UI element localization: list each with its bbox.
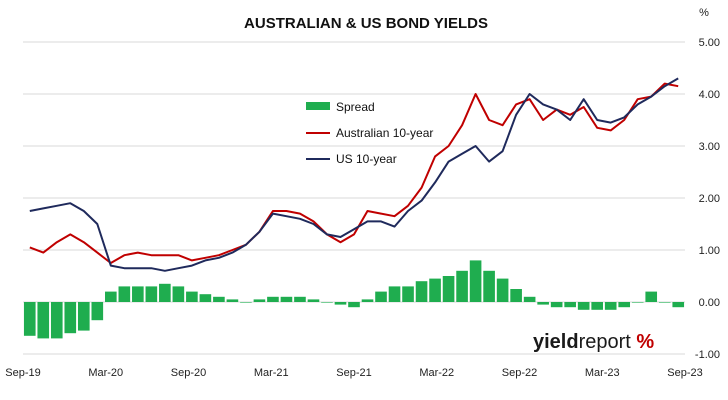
logo-text-percent: % [631, 331, 655, 353]
logo-text-yield: yield [533, 331, 579, 353]
spread-bar [253, 299, 266, 302]
x-tick-label: Mar-21 [254, 367, 289, 379]
chart-title: AUSTRALIAN & US BOND YIELDS [244, 15, 488, 32]
y-tick-label: 0.00 [699, 297, 720, 309]
x-tick-label: Mar-20 [88, 367, 123, 379]
us-10-year-line [29, 77, 679, 272]
x-tick-label: Sep-23 [667, 367, 702, 379]
spread-bar [280, 296, 293, 302]
svg-text:yieldreport %: yieldreport % [533, 331, 654, 353]
y-unit-label: % [699, 7, 709, 19]
spread-bar [118, 286, 131, 302]
logo-text-report: report [579, 331, 632, 353]
spread-bar [523, 296, 536, 302]
yieldreport-logo: yieldreport % [533, 331, 654, 353]
spread-bar [550, 302, 563, 308]
spread-bar [402, 286, 414, 302]
spread-bar [145, 286, 158, 302]
x-axis-ticks: Sep-19 Mar-20 Sep-20 Mar-21 Sep-21 Mar-22 Sep-… [5, 367, 702, 379]
spread-bar [577, 302, 590, 310]
spread-bar [645, 291, 658, 302]
spread-bar [91, 302, 104, 321]
x-tick-label: Sep-21 [336, 367, 371, 379]
spread-bar [429, 278, 441, 302]
spread-bar [415, 281, 428, 302]
spread-bar [375, 291, 387, 302]
spread-bar [105, 291, 117, 302]
legend-swatch-spread [306, 102, 330, 110]
y-tick-label: 1.00 [699, 245, 720, 257]
spread-bar [456, 270, 468, 302]
spread-bar [496, 278, 509, 302]
spread-bar [77, 302, 90, 331]
y-tick-label: 2.00 [699, 193, 720, 205]
x-tick-label: Sep-19 [5, 367, 40, 379]
spread-bar [213, 296, 225, 302]
x-tick-label: Mar-23 [585, 367, 620, 379]
y-tick-label: -1.00 [695, 349, 720, 361]
spread-bar [618, 302, 631, 308]
spread-bar [483, 270, 495, 302]
spread-bar [658, 302, 671, 303]
spread-bar [294, 296, 306, 302]
y-tick-label: 5.00 [699, 37, 720, 49]
spread-bars [23, 260, 685, 339]
y-axis-ticks: 5.00 4.00 3.00 2.00 1.00 0.00 -1.00 [695, 37, 720, 361]
spread-bar [361, 299, 374, 302]
spread-bar [334, 302, 347, 305]
spread-bar [348, 302, 360, 308]
legend-label-australian: Australian 10-year [336, 126, 433, 140]
spread-bar [186, 291, 198, 302]
spread-bar [159, 283, 171, 302]
spread-bar [564, 302, 576, 308]
spread-bar [23, 302, 36, 336]
spread-bar [604, 302, 617, 310]
spread-bar [321, 302, 333, 303]
spread-bar [307, 299, 320, 302]
spread-bar [172, 286, 185, 302]
spread-bar [631, 302, 644, 303]
spread-bar [469, 260, 482, 302]
legend-label-spread: Spread [336, 100, 375, 114]
australian-10-year-line [29, 82, 679, 264]
spread-bar [591, 302, 603, 310]
spread-bar [267, 296, 279, 302]
x-tick-label: Sep-22 [502, 367, 537, 379]
spread-bar [672, 302, 685, 308]
x-tick-label: Sep-20 [171, 367, 206, 379]
spread-bar [64, 302, 77, 334]
spread-bar [199, 294, 212, 302]
y-tick-label: 3.00 [699, 141, 720, 153]
spread-bar [50, 302, 63, 339]
legend-label-us: US 10-year [336, 152, 397, 166]
spread-bar [226, 299, 239, 302]
spread-bar [442, 276, 455, 302]
spread-bar [132, 286, 144, 302]
y-tick-label: 4.00 [699, 89, 720, 101]
spread-bar [388, 286, 401, 302]
spread-bar [240, 302, 252, 303]
spread-bar [537, 302, 549, 305]
legend: Spread Australian 10-year US 10-year [306, 100, 433, 166]
yield-lines [29, 77, 679, 272]
x-tick-label: Mar-22 [419, 367, 454, 379]
spread-bar [37, 302, 50, 339]
spread-bar [510, 289, 522, 302]
